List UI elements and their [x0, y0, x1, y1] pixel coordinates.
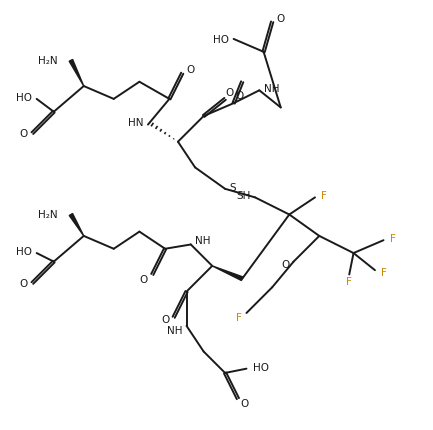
Text: F: F	[390, 233, 396, 243]
Text: O: O	[276, 13, 285, 24]
Polygon shape	[69, 214, 84, 236]
Text: F: F	[236, 313, 242, 322]
Text: HO: HO	[16, 246, 32, 256]
Text: O: O	[140, 274, 148, 284]
Text: O: O	[281, 259, 289, 269]
Text: O: O	[161, 315, 169, 325]
Text: SH: SH	[236, 191, 251, 201]
Text: O: O	[225, 88, 233, 98]
Text: O: O	[240, 398, 248, 408]
Text: HO: HO	[16, 92, 32, 102]
Polygon shape	[212, 266, 243, 281]
Text: O: O	[20, 129, 28, 139]
Text: O: O	[20, 278, 28, 289]
Text: NH: NH	[264, 84, 279, 94]
Text: NH: NH	[195, 236, 210, 246]
Text: F: F	[346, 276, 352, 286]
Text: O: O	[236, 90, 244, 100]
Text: H₂N: H₂N	[39, 210, 58, 220]
Text: HO: HO	[213, 35, 229, 45]
Text: F: F	[321, 191, 327, 201]
Text: HN: HN	[128, 118, 144, 128]
Text: O: O	[187, 65, 195, 75]
Text: NH: NH	[167, 326, 182, 335]
Text: H₂N: H₂N	[39, 56, 58, 66]
Text: F: F	[381, 268, 387, 278]
Polygon shape	[69, 60, 84, 87]
Text: S: S	[229, 182, 236, 192]
Text: HO: HO	[253, 362, 269, 372]
